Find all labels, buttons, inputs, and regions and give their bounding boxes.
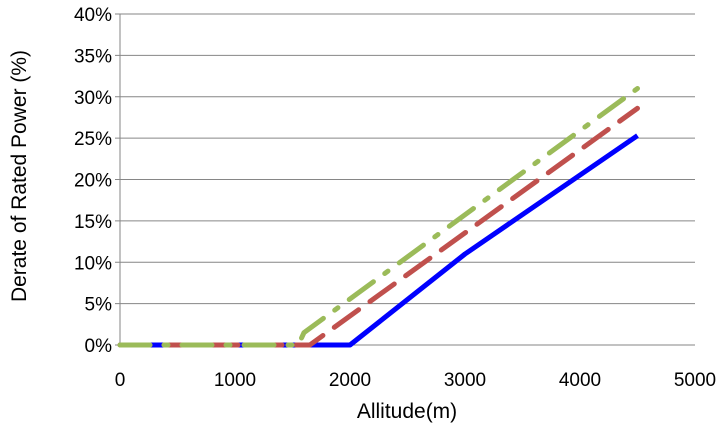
y-tick-label: 5% bbox=[85, 295, 113, 316]
y-tick-label: 10% bbox=[74, 253, 112, 274]
series-lines bbox=[117, 86, 640, 348]
y-tick-label: 20% bbox=[74, 171, 112, 192]
y-tick-label: 0% bbox=[85, 336, 113, 357]
y-tick-label: 35% bbox=[74, 46, 112, 67]
y-tick-label: 25% bbox=[74, 129, 112, 150]
grid-lines bbox=[115, 13, 695, 346]
x-tick-label: 5000 bbox=[674, 370, 716, 391]
x-tick-label: 2000 bbox=[329, 370, 371, 391]
y-tick-label: 40% bbox=[74, 5, 112, 26]
series-line-3 bbox=[117, 86, 640, 348]
x-tick-label: 3000 bbox=[444, 370, 486, 391]
x-tick-labels: 0 1000 2000 3000 4000 5000 bbox=[115, 370, 716, 391]
y-tick-label: 15% bbox=[74, 212, 112, 233]
x-axis-title: Allitude(m) bbox=[357, 400, 457, 423]
x-tick-label: 0 bbox=[115, 370, 126, 391]
y-tick-labels: 0% 5% 10% 15% 20% 25% 30% 35% 40% bbox=[74, 5, 112, 357]
y-axis-title: Derate of Rated Power (%) bbox=[8, 50, 31, 302]
x-tick-label: 4000 bbox=[559, 370, 601, 391]
x-tick-label: 1000 bbox=[214, 370, 256, 391]
y-tick-label: 30% bbox=[74, 88, 112, 109]
